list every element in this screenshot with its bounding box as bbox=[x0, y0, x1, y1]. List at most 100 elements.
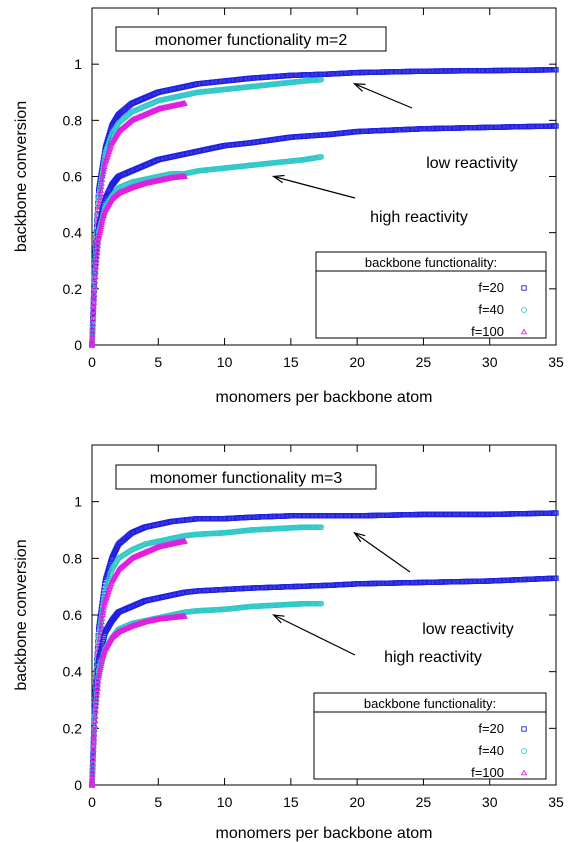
x-tick-label: 10 bbox=[217, 794, 233, 810]
series-f20-low-reactivity bbox=[89, 510, 559, 788]
data-point bbox=[553, 67, 559, 73]
data-point bbox=[91, 277, 99, 284]
x-tick-label: 25 bbox=[416, 794, 432, 810]
legend-entry-marker bbox=[520, 769, 528, 776]
y-tick-label: 0.6 bbox=[63, 607, 83, 623]
legend-entry-label: f=100 bbox=[471, 324, 504, 339]
data-point bbox=[89, 334, 96, 341]
data-point bbox=[90, 306, 97, 313]
legend-entry-marker bbox=[521, 285, 527, 291]
panel-title: monomer functionality m=3 bbox=[150, 470, 343, 487]
series-f40-high-reactivity bbox=[89, 153, 325, 348]
data-point bbox=[92, 268, 99, 275]
x-tick-label: 35 bbox=[548, 794, 564, 810]
data-point bbox=[181, 612, 188, 619]
legend-entry-marker bbox=[521, 307, 527, 313]
annotation-arrow bbox=[354, 532, 411, 573]
data-point bbox=[89, 755, 97, 762]
data-point bbox=[90, 750, 97, 757]
arrow-head bbox=[271, 174, 285, 184]
data-point bbox=[318, 76, 325, 83]
data-point bbox=[92, 707, 99, 714]
data-point bbox=[553, 575, 559, 581]
annotation-arrow bbox=[273, 614, 356, 656]
data-point bbox=[88, 340, 96, 347]
data-point bbox=[91, 726, 98, 733]
chart-panel-2: 0 5 10 15 20 25 30 35 0 0.2 0.4 0.6 0.8 1 monomers per… bbox=[13, 444, 564, 842]
legend-entry-label: f=20 bbox=[478, 280, 504, 295]
data-point bbox=[88, 780, 96, 787]
data-point bbox=[98, 179, 105, 186]
data-point bbox=[93, 695, 100, 702]
data-point bbox=[90, 299, 97, 305]
data-point bbox=[89, 331, 96, 338]
data-point bbox=[98, 622, 105, 628]
legend-entry-label: f=20 bbox=[478, 721, 504, 736]
arrow-head bbox=[352, 83, 366, 92]
panel-title-box bbox=[115, 26, 387, 52]
data-point bbox=[91, 721, 98, 728]
y-tick-label: 0 bbox=[74, 777, 82, 793]
data-point bbox=[94, 249, 101, 256]
x-tick-label: 30 bbox=[482, 794, 498, 810]
x-tick-label: 20 bbox=[349, 354, 365, 370]
legend: backbone functionality: f=20 f=40 f=100 bbox=[313, 692, 547, 780]
data-point bbox=[91, 730, 98, 737]
data-point bbox=[97, 625, 105, 632]
series-f100-high-reactivity bbox=[88, 612, 188, 788]
data-point bbox=[92, 273, 99, 279]
data-point bbox=[94, 242, 102, 249]
annotation-label: high reactivity bbox=[384, 649, 482, 666]
data-point bbox=[318, 600, 325, 607]
legend-entry-marker bbox=[521, 726, 527, 732]
data-point bbox=[95, 677, 102, 684]
panel-title-box bbox=[115, 464, 377, 490]
y-tick-label: 0.4 bbox=[63, 225, 83, 241]
x-tick-label: 5 bbox=[154, 354, 162, 370]
data-point bbox=[96, 200, 103, 207]
x-tick-label: 10 bbox=[217, 354, 233, 370]
x-tick-label: 20 bbox=[349, 794, 365, 810]
data-point bbox=[94, 681, 102, 688]
data-point bbox=[92, 711, 98, 718]
data-point bbox=[93, 253, 101, 259]
annotation-label: low reactivity bbox=[426, 155, 518, 172]
data-point bbox=[90, 310, 97, 317]
data-point bbox=[95, 203, 103, 210]
x-tick-label: 5 bbox=[154, 794, 162, 810]
data-point bbox=[89, 771, 96, 778]
data-point bbox=[98, 618, 105, 625]
legend: backbone functionality: f=20 f=40 f=100 bbox=[315, 251, 547, 339]
legend-title: backbone functionality: bbox=[365, 255, 497, 270]
legend-entry-label: f=40 bbox=[478, 302, 504, 317]
data-point bbox=[96, 197, 103, 203]
chart-panel-1: 0 5 10 15 20 25 30 35 0 0.2 0.4 0.6 0.8 1 monomers per… bbox=[13, 7, 564, 406]
data-point bbox=[89, 774, 96, 781]
data-point bbox=[89, 759, 97, 766]
data-point bbox=[99, 614, 106, 621]
data-point bbox=[97, 190, 104, 197]
data-point bbox=[101, 584, 108, 590]
data-point bbox=[89, 763, 96, 770]
data-point bbox=[90, 738, 97, 745]
annotation-label: low reactivity bbox=[422, 621, 514, 638]
legend-box bbox=[315, 251, 547, 339]
data-point bbox=[553, 123, 559, 129]
data-point bbox=[91, 282, 98, 289]
data-point bbox=[92, 702, 100, 709]
series-f40-low-reactivity bbox=[89, 76, 325, 348]
data-point bbox=[95, 238, 102, 245]
x-axis-title: monomers per backbone atom bbox=[216, 389, 433, 406]
data-point bbox=[97, 186, 105, 193]
data-point bbox=[98, 183, 105, 190]
series-f20-low-reactivity bbox=[89, 67, 559, 348]
data-point bbox=[89, 327, 96, 334]
data-point bbox=[94, 688, 101, 695]
y-axis-title: backbone conversion bbox=[13, 539, 30, 690]
data-point bbox=[181, 99, 188, 106]
y-tick-label: 1 bbox=[74, 494, 82, 510]
legend-entry-label: f=100 bbox=[471, 765, 504, 780]
data-point bbox=[91, 717, 99, 724]
data-point bbox=[93, 699, 100, 705]
